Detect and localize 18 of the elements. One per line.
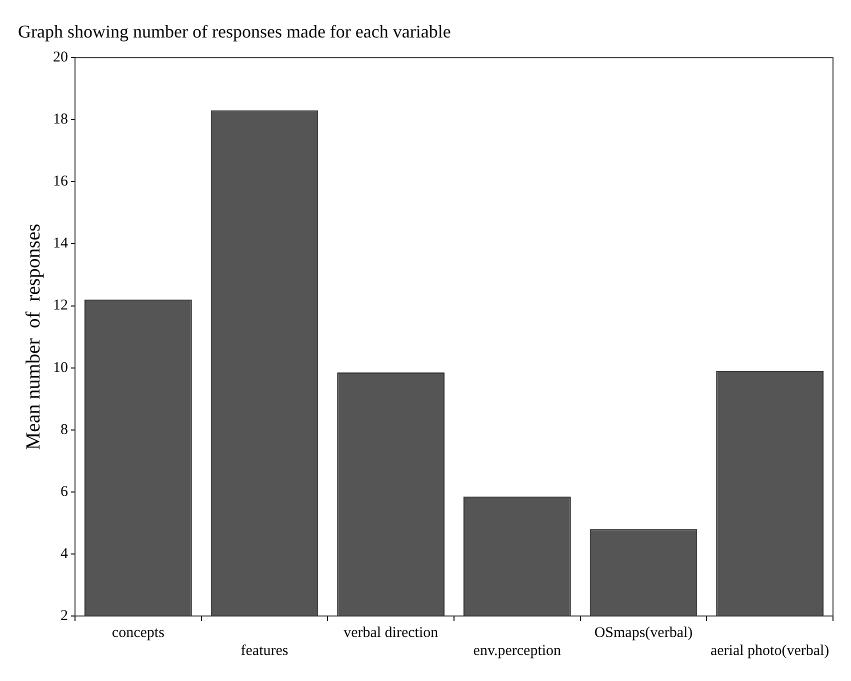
y-tick-label: 8 xyxy=(60,422,68,438)
x-tick-label: aerial photo(verbal) xyxy=(710,642,830,659)
y-tick-label: 14 xyxy=(53,236,68,252)
x-tick-label: OSmaps(verbal) xyxy=(594,624,693,641)
x-tick-label: concepts xyxy=(112,624,165,641)
y-tick-label: 18 xyxy=(53,112,68,128)
x-tick-label: features xyxy=(240,642,288,659)
y-tick-label: 2 xyxy=(60,608,68,624)
chart-title: Graph showing number of responses made for each variable xyxy=(18,22,451,42)
y-tick-label: 20 xyxy=(53,50,68,66)
x-tick-label: verbal direction xyxy=(344,624,439,641)
y-tick-label: 16 xyxy=(53,174,68,190)
y-tick-label: 10 xyxy=(53,360,68,376)
y-tick-label: 12 xyxy=(53,298,68,314)
y-axis-title: Mean number of responses xyxy=(22,224,44,450)
y-tick-label: 6 xyxy=(60,484,68,500)
y-tick-label: 4 xyxy=(60,546,68,562)
x-tick-label: env.perception xyxy=(473,642,562,659)
